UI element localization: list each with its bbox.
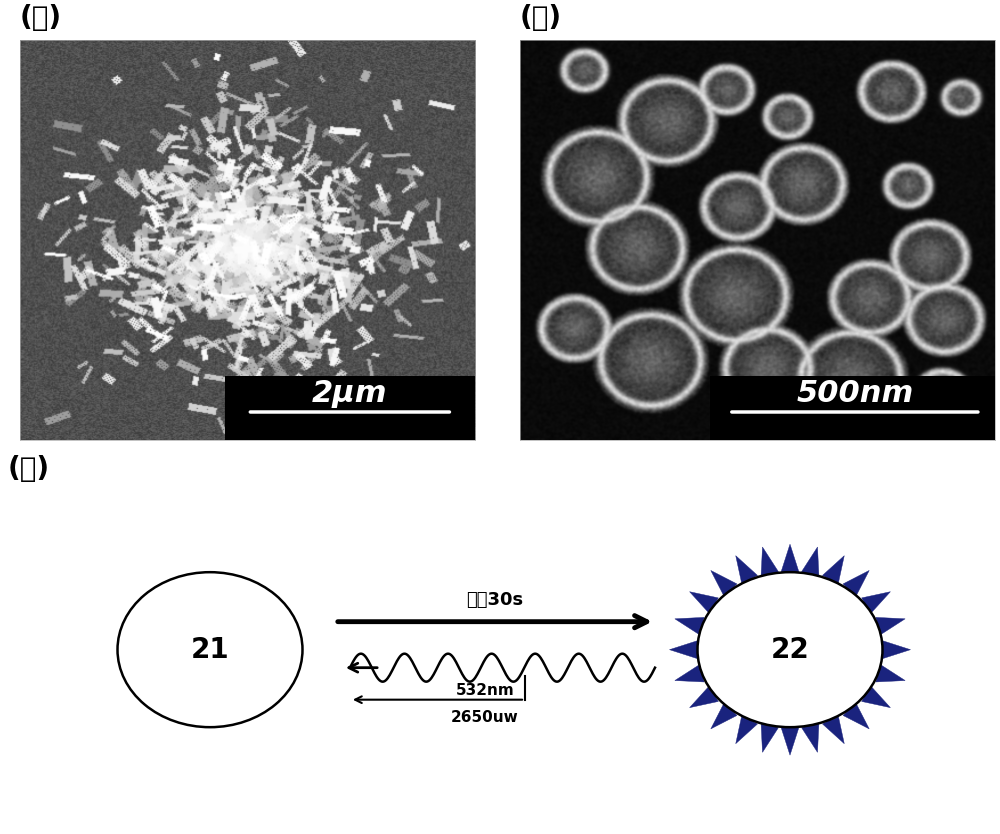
Text: (２): (２): [520, 4, 562, 33]
Polygon shape: [690, 591, 718, 614]
Polygon shape: [736, 715, 758, 744]
Text: (３): (３): [8, 455, 50, 483]
Polygon shape: [761, 723, 778, 752]
Text: 532nm: 532nm: [456, 683, 514, 698]
Polygon shape: [781, 727, 799, 755]
Polygon shape: [711, 703, 737, 729]
Polygon shape: [862, 686, 890, 708]
Polygon shape: [876, 617, 905, 635]
Polygon shape: [883, 641, 910, 659]
Ellipse shape: [698, 572, 883, 727]
Text: 500nm: 500nm: [796, 379, 914, 408]
Polygon shape: [802, 723, 819, 752]
Polygon shape: [711, 570, 737, 596]
Polygon shape: [802, 547, 819, 576]
Bar: [225, 376, 475, 440]
Text: 22: 22: [771, 636, 809, 664]
Ellipse shape: [118, 572, 302, 727]
Bar: [710, 376, 995, 440]
Text: 2μm: 2μm: [312, 379, 388, 408]
Polygon shape: [761, 547, 778, 576]
Polygon shape: [736, 555, 758, 585]
Polygon shape: [822, 715, 844, 744]
Polygon shape: [876, 665, 905, 682]
Polygon shape: [670, 641, 698, 659]
Text: 21: 21: [191, 636, 229, 664]
Polygon shape: [781, 544, 799, 572]
Polygon shape: [822, 555, 844, 585]
Text: 照尴30s: 照尴30s: [466, 590, 524, 609]
Polygon shape: [843, 703, 869, 729]
Polygon shape: [690, 686, 718, 708]
Polygon shape: [862, 591, 890, 614]
Text: 2650uw: 2650uw: [451, 710, 519, 725]
Polygon shape: [675, 665, 704, 682]
Polygon shape: [843, 570, 869, 596]
Text: (１): (１): [20, 4, 62, 33]
Polygon shape: [675, 617, 704, 635]
